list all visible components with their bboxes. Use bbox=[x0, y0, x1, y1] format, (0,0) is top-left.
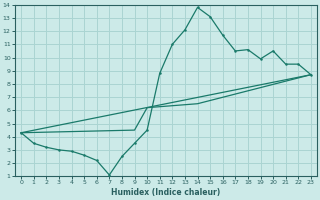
X-axis label: Humidex (Indice chaleur): Humidex (Indice chaleur) bbox=[111, 188, 221, 197]
